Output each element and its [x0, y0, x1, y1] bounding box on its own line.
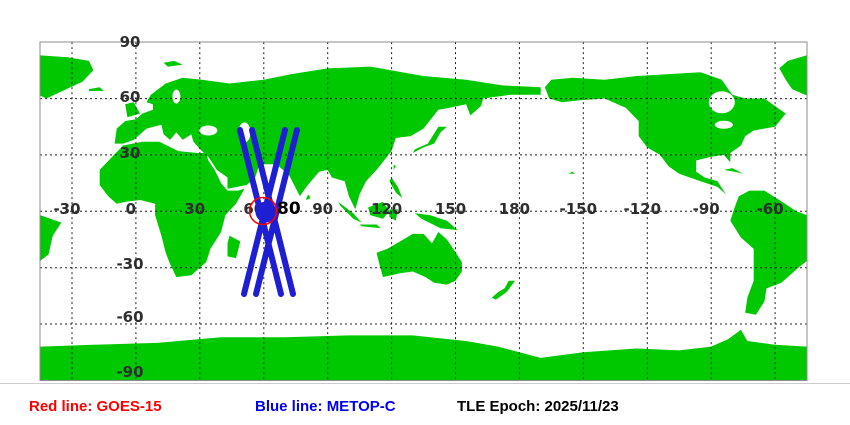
lon-label: -120 [624, 200, 662, 218]
lat-label: 60 [120, 88, 141, 106]
lon-label: 90 [312, 200, 333, 218]
legend-metopc: Blue line: METOP-C [255, 398, 396, 415]
legend-tle-epoch: TLE Epoch: 2025/11/23 [457, 398, 619, 415]
lon-label: 0 [126, 200, 136, 218]
lon-label: -60 [757, 200, 784, 218]
marker-label: 80 [277, 199, 301, 219]
lon-label: -90 [693, 200, 720, 218]
lat-label: 90 [120, 33, 141, 51]
lon-label: 150 [435, 200, 466, 218]
legend-goes15-name: GOES-15 [96, 398, 162, 415]
legend-metopc-name: METOP-C [326, 398, 396, 415]
legend: Red line: GOES-15 Blue line: METOP-C TLE… [0, 398, 850, 420]
lat-label: -60 [116, 308, 143, 326]
longitude-labels: -30 0 30 60 90 120 150 180 -150 -120 -90… [53, 200, 783, 218]
lon-label: -30 [53, 200, 80, 218]
land-wrap-right [807, 55, 850, 380]
tle-epoch-value: 2025/11/23 [544, 398, 619, 415]
tle-epoch-label: TLE Epoch: [457, 398, 541, 415]
legend-goes15-prefix: Red line: [29, 398, 93, 415]
lat-label: 30 [120, 144, 141, 162]
lon-label: -150 [560, 200, 598, 218]
goes15-track-circle [248, 196, 278, 226]
legend-goes15: Red line: GOES-15 [29, 398, 162, 415]
map-frame [39, 41, 808, 381]
lat-label: -90 [116, 363, 143, 381]
latitude-labels: 90 60 30 -30 -60 -90 [116, 33, 143, 381]
grid-lines [40, 42, 807, 381]
lon-label: 30 [184, 200, 205, 218]
lat-label: -30 [116, 255, 143, 273]
lon-label: 180 [499, 200, 530, 218]
crossing-marker [255, 201, 277, 223]
lon-label: 120 [371, 200, 402, 218]
legend-metopc-prefix: Blue line: [255, 398, 323, 415]
